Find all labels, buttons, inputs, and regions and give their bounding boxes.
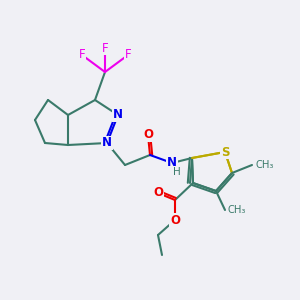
Text: N: N (167, 157, 177, 169)
Text: O: O (153, 187, 163, 200)
Text: H: H (173, 167, 181, 177)
Text: F: F (79, 49, 85, 62)
Text: O: O (143, 128, 153, 142)
Text: CH₃: CH₃ (255, 160, 273, 170)
Text: N: N (102, 136, 112, 149)
Text: S: S (221, 146, 229, 158)
Text: CH₃: CH₃ (228, 205, 246, 215)
Text: O: O (170, 214, 180, 226)
Text: F: F (125, 49, 131, 62)
Text: F: F (102, 41, 108, 55)
Text: N: N (113, 109, 123, 122)
